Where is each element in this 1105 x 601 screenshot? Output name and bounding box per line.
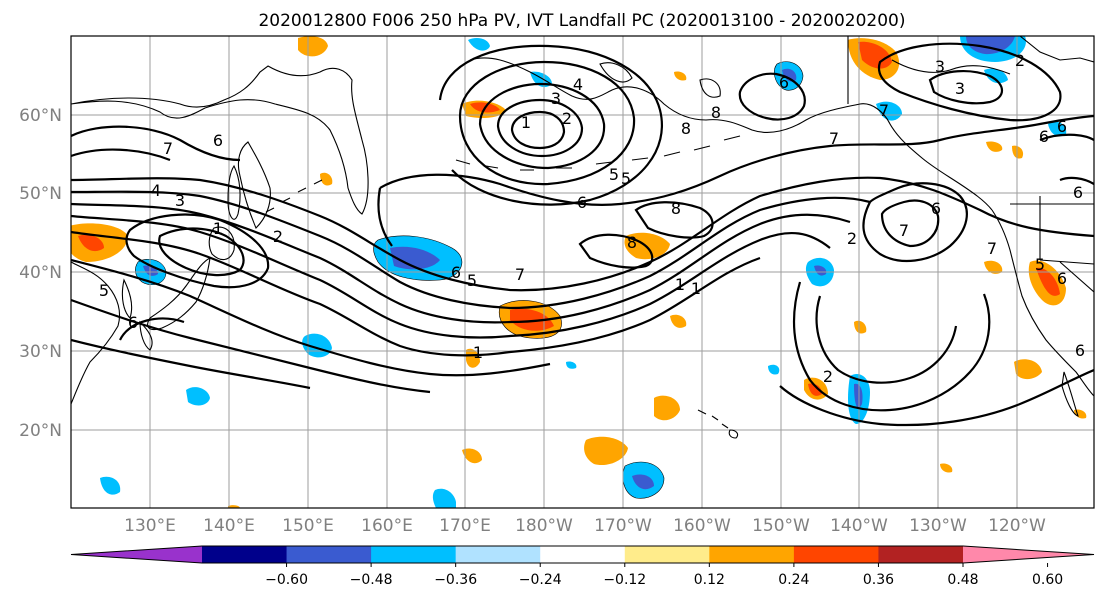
contour-label: 6	[1075, 341, 1085, 360]
contour-label: 1	[675, 275, 685, 294]
colorbar: −0.60 −0.48 −0.36 −0.24 −0.12 0.12 0.24 0.36 0.4…	[70, 545, 1095, 588]
lat-label: 20°N	[19, 421, 62, 441]
contour-label: 2	[562, 109, 572, 128]
colorbar-segment	[709, 546, 795, 563]
gridlines	[71, 36, 1094, 508]
contour-label: 6	[577, 193, 587, 212]
colorbar-segment	[455, 546, 541, 563]
lat-label: 40°N	[19, 263, 62, 283]
colorbar-segment	[202, 546, 288, 563]
contour-label: 3	[955, 79, 965, 98]
lat-label: 60°N	[19, 106, 62, 126]
contour-label: 2	[847, 229, 857, 248]
contour-label: 5	[609, 165, 619, 184]
contour-label: 8	[671, 199, 681, 218]
contour-label: 7	[879, 101, 889, 120]
contour-label: 6	[1057, 117, 1067, 136]
colorbar-outline	[70, 545, 1095, 564]
pv-contours	[71, 42, 1094, 427]
lon-label: 130°W	[909, 516, 967, 536]
lon-label: 140°W	[830, 516, 888, 536]
colorbar-tick-label: 0.24	[778, 572, 809, 588]
contour-label: 7	[163, 139, 173, 158]
contour-label: 6	[213, 131, 223, 150]
contour-label: 2	[273, 227, 283, 246]
lon-label: 180°W	[515, 516, 573, 536]
contour-label: 7	[829, 129, 839, 148]
contour-label: 5	[99, 281, 109, 300]
lat-labels: 60°N 50°N 40°N 30°N 20°N	[19, 106, 62, 441]
contour-label: 6	[128, 313, 138, 332]
colorbar-tick-label: −0.60	[265, 572, 308, 588]
colorbar-tick-label: 0.48	[947, 572, 978, 588]
contour-label: 3	[935, 57, 945, 76]
lat-label: 30°N	[19, 342, 62, 362]
colorbar-tick-label: 0.12	[694, 572, 725, 588]
colorbar-segment	[624, 546, 710, 563]
contour-label: 5	[467, 271, 477, 290]
colorbar-tick-label: 0.60	[1032, 572, 1063, 588]
contour-label: 7	[899, 221, 909, 240]
coastlines	[71, 36, 1094, 439]
colorbar-segment	[371, 546, 457, 563]
contour-label: 4	[151, 181, 161, 200]
contour-label: 6	[779, 73, 789, 92]
contour-label: 6	[451, 263, 461, 282]
lon-label: 170°E	[439, 516, 491, 536]
map-frame	[70, 35, 1095, 509]
contour-label: 6	[931, 199, 941, 218]
contour-label: 6	[1057, 269, 1067, 288]
lon-label: 120°W	[988, 516, 1046, 536]
colorbar-segment	[540, 546, 626, 563]
lon-label: 170°W	[594, 516, 652, 536]
colorbar-segment	[793, 546, 879, 563]
contour-label: 6	[1039, 127, 1049, 146]
contour-label: 7	[515, 265, 525, 284]
map-title: 2020012800 F006 250 hPa PV, IVT Landfall…	[258, 11, 905, 31]
contour-label: 1	[473, 343, 483, 362]
lon-label: 130°E	[124, 516, 176, 536]
colorbar-extend-high	[963, 546, 1094, 563]
contour-label: 8	[711, 103, 721, 122]
contour-label: 5	[1035, 255, 1045, 274]
colorbar-tick-label: −0.48	[350, 572, 393, 588]
contour-label: 8	[681, 119, 691, 138]
colorbar-segment	[286, 546, 372, 563]
lon-labels: 130°E 140°E 150°E 160°E 170°E 180°W 170°…	[124, 516, 1046, 536]
contour-labels: 1 2 3 4 5 6 7 8 1 2 6 7 8 5 6 7 6 5 1 2	[99, 51, 1085, 386]
contour-label: 1	[521, 113, 531, 132]
contour-label: 6	[1073, 183, 1083, 202]
lon-label: 150°W	[752, 516, 810, 536]
colorbar-tick-label: −0.12	[603, 572, 646, 588]
colorbar-tick-label: −0.36	[434, 572, 477, 588]
contour-label: 4	[573, 75, 583, 94]
lon-label: 140°E	[203, 516, 255, 536]
lat-label: 50°N	[19, 184, 62, 204]
contour-label: 3	[551, 89, 561, 108]
lon-label: 160°W	[673, 516, 731, 536]
colorbar-segment	[878, 546, 964, 563]
colorbar-tick-label: −0.24	[519, 572, 562, 588]
contour-label: 7	[987, 239, 997, 258]
contour-label: 5	[621, 169, 631, 188]
colorbar-tick-label: 0.36	[863, 572, 894, 588]
contour-label: 3	[175, 191, 185, 210]
contour-label: 1	[213, 219, 223, 238]
lon-label: 160°E	[361, 516, 413, 536]
lon-label: 150°E	[282, 516, 334, 536]
contour-label: 2	[823, 367, 833, 386]
map-panel: 1 2 3 4 5 6 7 8 1 2 6 7 8 5 6 7 6 5 1 2	[70, 35, 1095, 509]
contour-label: 1	[691, 279, 701, 298]
contour-label: 2	[1015, 51, 1025, 70]
colorbar-extend-low	[71, 546, 202, 563]
contour-label: 8	[627, 233, 637, 252]
